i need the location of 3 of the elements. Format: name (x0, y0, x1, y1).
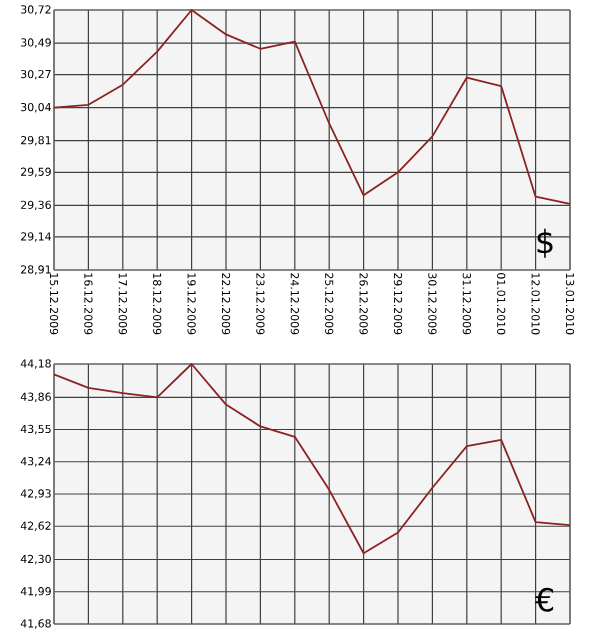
annotation: $ (537, 228, 553, 258)
line-series (53, 9, 571, 205)
line-series (53, 363, 571, 555)
